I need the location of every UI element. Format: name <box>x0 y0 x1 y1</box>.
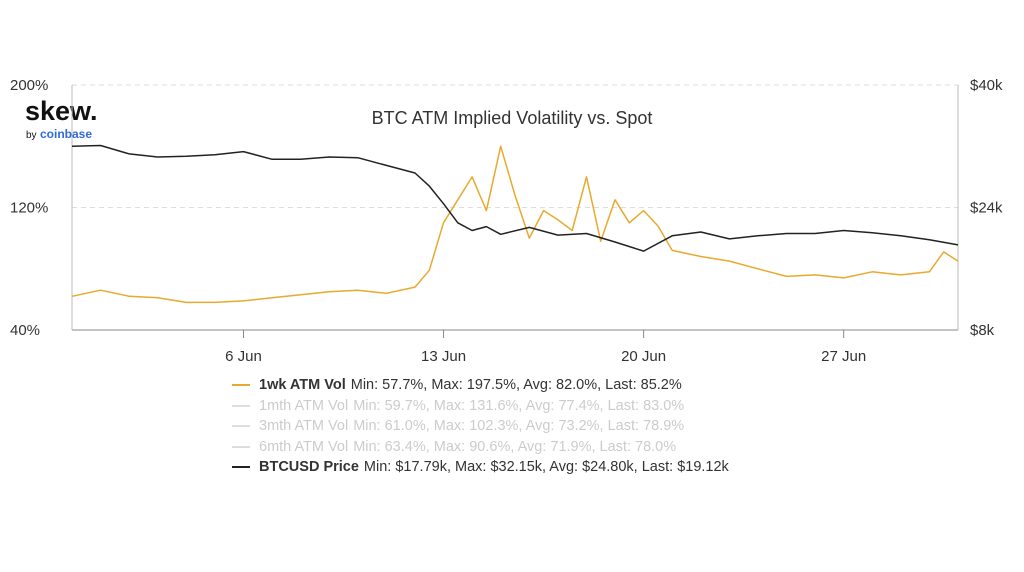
skew-logo: skew. by coinbase <box>25 96 98 141</box>
legend-item[interactable]: 6mth ATM Vol Min: 63.4%, Max: 90.6%, Avg:… <box>232 437 872 458</box>
legend-series-stats: Min: 61.0%, Max: 102.3%, Avg: 73.2%, Las… <box>353 418 685 435</box>
y-left-tick-label: 40% <box>10 322 40 339</box>
legend-item[interactable]: 3mth ATM Vol Min: 61.0%, Max: 102.3%, Avg… <box>232 416 872 437</box>
legend: 1wk ATM Vol Min: 57.7%, Max: 197.5%, Avg:… <box>232 375 872 478</box>
y-left-tick-label: 200% <box>10 77 48 94</box>
x-tick-label: 6 Jun <box>225 348 262 365</box>
logo-by: by <box>26 130 37 141</box>
x-tick-label: 20 Jun <box>621 348 666 365</box>
x-tick-label: 13 Jun <box>421 348 466 365</box>
legend-swatch <box>232 445 250 448</box>
series-line-1wk-atm-vol <box>71 145 959 304</box>
legend-series-name: 1wk ATM Vol <box>259 377 346 394</box>
logo-brand: coinbase <box>40 127 92 141</box>
legend-series-stats: Min: $17.79k, Max: $32.15k, Avg: $24.80k… <box>363 459 729 476</box>
legend-item[interactable]: BTCUSD Price Min: $17.79k, Max: $32.15k, … <box>232 457 872 478</box>
legend-swatch <box>232 466 250 469</box>
logo-wordmark: skew. <box>25 96 98 126</box>
y-right-tick-label: $40k <box>970 77 1003 94</box>
legend-item[interactable]: 1mth ATM Vol Min: 59.7%, Max: 131.6%, Avg… <box>232 396 872 417</box>
legend-series-stats: Min: 63.4%, Max: 90.6%, Avg: 71.9%, Last… <box>353 438 677 455</box>
y-left-tick-label: 120% <box>10 200 48 217</box>
legend-series-name: BTCUSD Price <box>259 459 359 476</box>
legend-item[interactable]: 1wk ATM Vol Min: 57.7%, Max: 197.5%, Avg:… <box>232 375 872 396</box>
legend-series-name: 3mth ATM Vol <box>259 418 349 435</box>
legend-series-name: 1mth ATM Vol <box>259 397 349 414</box>
legend-swatch <box>232 425 250 428</box>
y-right-tick-label: $24k <box>970 200 1003 217</box>
legend-swatch <box>232 384 250 387</box>
tick-labels: 40% $8k 120% $24k 200% $40k 6 Jun 13 Jun 20 Jun 2… <box>10 77 1003 365</box>
legend-swatch <box>232 404 250 407</box>
legend-series-name: 6mth ATM Vol <box>259 438 349 455</box>
series-lines <box>71 144 959 304</box>
axes <box>71 85 959 338</box>
legend-series-stats: Min: 59.7%, Max: 131.6%, Avg: 77.4%, Las… <box>353 397 685 414</box>
chart-title: BTC ATM Implied Volatility vs. Spot <box>372 108 653 128</box>
series-line-btcusd-price <box>71 144 959 252</box>
legend-series-stats: Min: 57.7%, Max: 197.5%, Avg: 82.0%, Las… <box>350 377 682 394</box>
y-right-tick-label: $8k <box>970 322 995 339</box>
x-tick-label: 27 Jun <box>821 348 866 365</box>
grid <box>72 84 958 208</box>
